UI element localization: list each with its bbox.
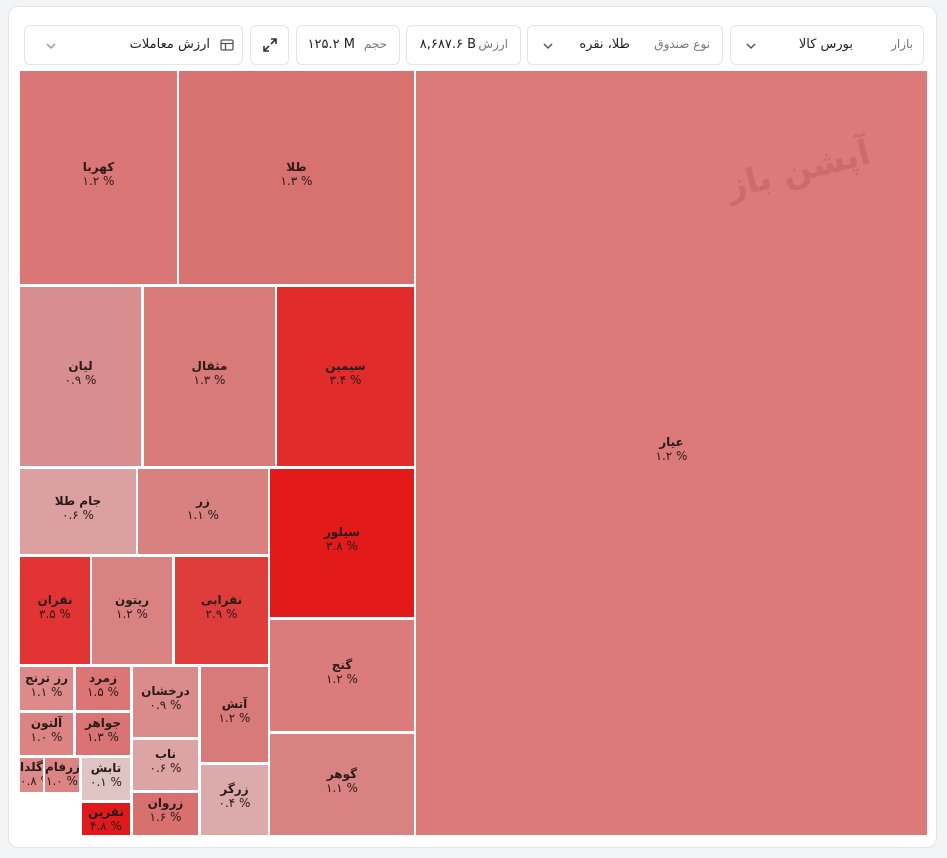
volume-stat: حجم ۱۲۵.۲ M bbox=[296, 25, 400, 65]
chevron bbox=[543, 43, 553, 50]
stat-value: ۱۲۵.۲ M bbox=[307, 37, 355, 52]
card: بازار بورس کالا نوع صندوق طلا، نقره ارزش… bbox=[8, 6, 937, 848]
filter-label: نوع صندوق bbox=[654, 37, 710, 51]
filter-value: طلا، نقره bbox=[579, 37, 630, 52]
value-stat: ارزش ۸,۶۸۷.۶ B bbox=[406, 25, 521, 65]
market-filter[interactable]: بازار بورس کالا bbox=[730, 25, 924, 65]
stat-value: ۸,۶۸۷.۶ B bbox=[419, 37, 476, 52]
select-value: ارزش معاملات bbox=[129, 37, 210, 52]
filter-label: بازار bbox=[891, 37, 913, 51]
fund-type-filter[interactable]: نوع صندوق طلا، نقره bbox=[527, 25, 723, 65]
filter-value: بورس کالا bbox=[798, 37, 853, 52]
expand-button[interactable] bbox=[250, 25, 289, 65]
stat-label: حجم bbox=[363, 37, 387, 51]
chevron bbox=[746, 43, 756, 50]
chevron bbox=[46, 43, 56, 50]
stat-label: ارزش bbox=[478, 37, 508, 51]
metric-select[interactable]: ارزش معاملات bbox=[24, 25, 243, 65]
expand-icon bbox=[263, 38, 277, 52]
chart-icon bbox=[220, 39, 234, 51]
